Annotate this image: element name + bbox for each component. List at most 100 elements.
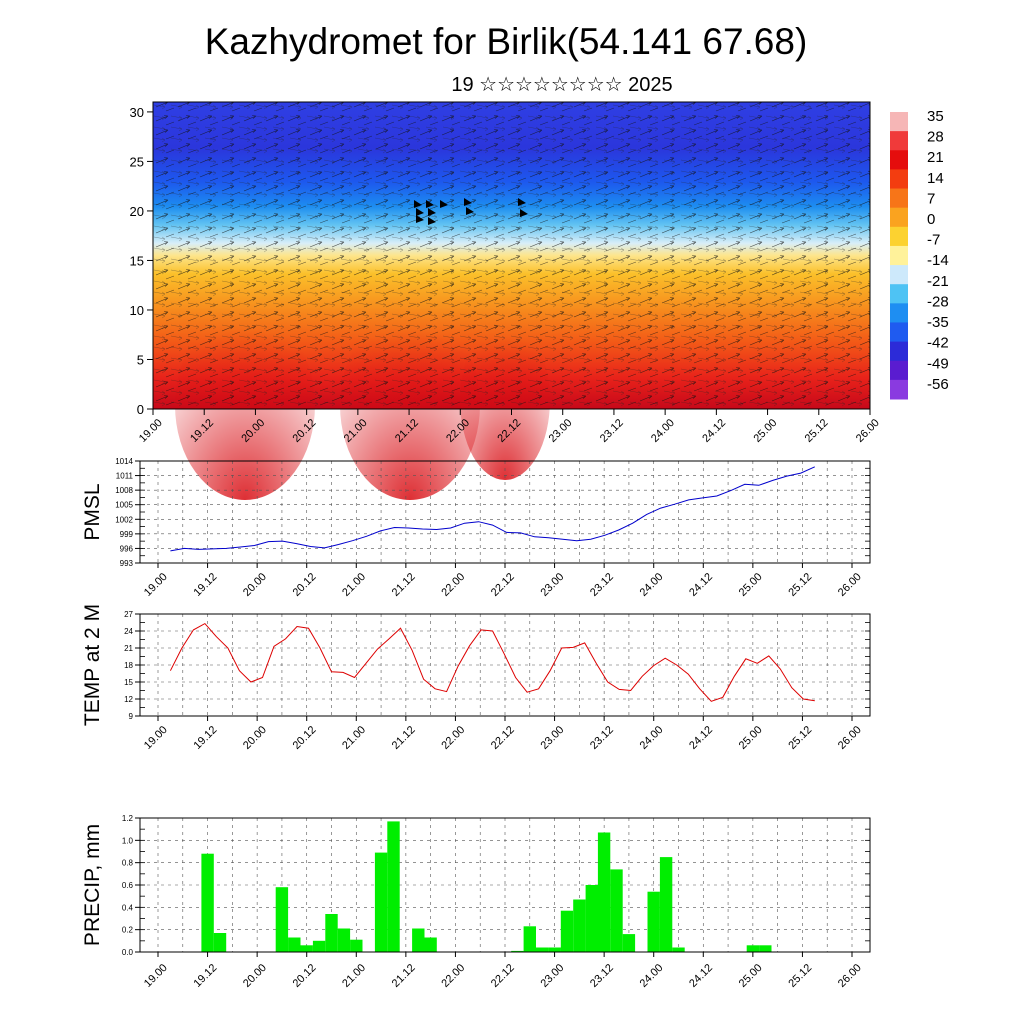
- precip-bar: [511, 950, 524, 952]
- precip-bar: [337, 928, 351, 952]
- x-tick-label: 24.00: [649, 417, 677, 445]
- x-tick-label: 23.00: [538, 724, 566, 752]
- strong-wind-marker: [414, 200, 422, 208]
- pmsl-grid: [140, 460, 870, 564]
- x-tick-label: 19.00: [142, 962, 170, 990]
- strong-wind-marker: [416, 208, 424, 216]
- pmsl-ylabel: PMSL: [81, 483, 104, 540]
- colorbar-swatch: [890, 379, 908, 400]
- cross-section-y-axis: 0 5 10 15 20 25 30: [130, 105, 153, 417]
- colorbar-label: -28: [927, 293, 949, 310]
- x-tick-label: 25.00: [737, 571, 765, 599]
- x-tick-label: 23.00: [547, 417, 575, 445]
- x-tick-label: 25.00: [751, 417, 779, 445]
- precip-bar: [622, 934, 636, 952]
- figure-subtitle: 19 ☆☆☆☆☆☆☆☆ 2025: [451, 74, 672, 96]
- x-tick-label: 20.00: [241, 724, 269, 752]
- colorbar-swatch: [890, 245, 908, 266]
- colorbar-label: -42: [927, 335, 949, 352]
- colorbar-label: -35: [927, 314, 949, 331]
- pmsl-panel: 993 996 999 1002 1005 1008 1011 1014 19.00 19.12 2…: [81, 457, 871, 599]
- x-tick-label: 25.12: [803, 417, 831, 445]
- x-tick-label: 25.12: [786, 962, 814, 990]
- colorbar-label: -14: [927, 252, 949, 269]
- colorbar: 35 28 21 14 7 0 -7 -14 -21 -28 -35 -42 -49 -56: [890, 108, 949, 400]
- colorbar-label: -21: [927, 273, 949, 290]
- x-tick-label: 26.00: [854, 417, 882, 445]
- y-tick-label: 0: [137, 402, 144, 417]
- y-tick-label: 1.0: [122, 836, 134, 845]
- precip-bar: [350, 939, 363, 952]
- x-tick-label: 23.12: [588, 724, 616, 752]
- precip-bar: [374, 852, 388, 952]
- strong-wind-marker: [464, 198, 472, 206]
- y-tick-label: 15: [124, 678, 133, 687]
- x-tick-label: 26.00: [836, 962, 864, 990]
- x-tick-label: 25.00: [737, 724, 765, 752]
- y-tick-label: 1005: [115, 501, 133, 510]
- x-tick-label: 26.00: [836, 724, 864, 752]
- precip-bar: [288, 937, 301, 952]
- precip-bar: [536, 947, 549, 952]
- x-tick-label: 21.00: [340, 724, 368, 752]
- figure-title: Kazhydromet for Birlik(54.141 67.68): [205, 21, 808, 62]
- x-tick-label: 22.12: [489, 724, 517, 752]
- y-tick-label: 996: [120, 544, 134, 553]
- x-tick-label: 24.12: [687, 724, 715, 752]
- precip-bar: [201, 853, 214, 952]
- colorbar-swatch: [890, 360, 908, 381]
- colorbar-swatch: [890, 188, 908, 209]
- x-tick-label: 22.12: [489, 962, 517, 990]
- precip-bar: [597, 832, 611, 952]
- colorbar-swatch: [890, 265, 908, 285]
- x-tick-label: 25.12: [786, 724, 814, 752]
- precip-bar: [647, 891, 660, 952]
- precip-panel: 0.0 0.2 0.4 0.6 0.8 1.0 1.2 19.00 19.12 20.00 20.1…: [81, 814, 871, 990]
- y-tick-label: 0.2: [122, 926, 134, 935]
- precip-bar: [759, 945, 772, 952]
- colorbar-label: 14: [927, 170, 944, 187]
- precip-ylabel: PRECIP, mm: [81, 824, 104, 946]
- precip-bar: [325, 914, 338, 952]
- colorbar-label: 7: [927, 190, 935, 207]
- x-tick-label: 21.00: [340, 571, 368, 599]
- x-tick-label: 20.00: [241, 571, 269, 599]
- y-tick-label: 999: [120, 530, 134, 539]
- temp-axes: 9 12 15 18 21 24 27 19.00 19.12 20.00 20.12 21.00 21…: [124, 610, 864, 752]
- x-tick-label: 24.00: [638, 571, 666, 599]
- x-tick-label: 19.00: [142, 724, 170, 752]
- precip-bar: [300, 945, 313, 952]
- y-tick-label: 27: [124, 610, 133, 619]
- y-tick-label: 1014: [115, 457, 133, 466]
- colorbar-swatch: [890, 112, 908, 132]
- x-tick-label: 23.00: [538, 571, 566, 599]
- strong-wind-marker: [466, 207, 474, 215]
- wind-field-2: [153, 102, 870, 409]
- y-tick-label: 0.8: [122, 859, 134, 868]
- colorbar-swatch: [890, 303, 908, 323]
- x-tick-label: 22.00: [439, 962, 467, 990]
- precip-bar: [213, 933, 227, 952]
- colorbar-swatch: [890, 322, 908, 343]
- x-tick-label: 19.00: [137, 417, 165, 445]
- x-tick-label: 20.12: [291, 962, 319, 990]
- colorbar-label: -49: [927, 355, 949, 372]
- precip-bar: [573, 899, 586, 952]
- y-tick-label: 24: [124, 627, 133, 636]
- precip-bar: [672, 947, 685, 952]
- colorbar-label: -56: [927, 376, 949, 393]
- y-tick-label: 18: [124, 661, 133, 670]
- x-tick-label: 22.00: [439, 571, 467, 599]
- strong-wind-marker: [426, 200, 434, 208]
- x-tick-label: 19.12: [191, 571, 219, 599]
- x-tick-label: 24.00: [638, 962, 666, 990]
- x-tick-label: 23.12: [588, 962, 616, 990]
- pmsl-line: [170, 466, 816, 552]
- precip-grid: [140, 817, 870, 953]
- colorbar-label: 21: [927, 149, 944, 166]
- colorbar-label: 28: [927, 129, 944, 146]
- precip-bar: [548, 947, 561, 952]
- x-tick-label: 21.12: [390, 962, 418, 990]
- precip-bars: [201, 821, 772, 952]
